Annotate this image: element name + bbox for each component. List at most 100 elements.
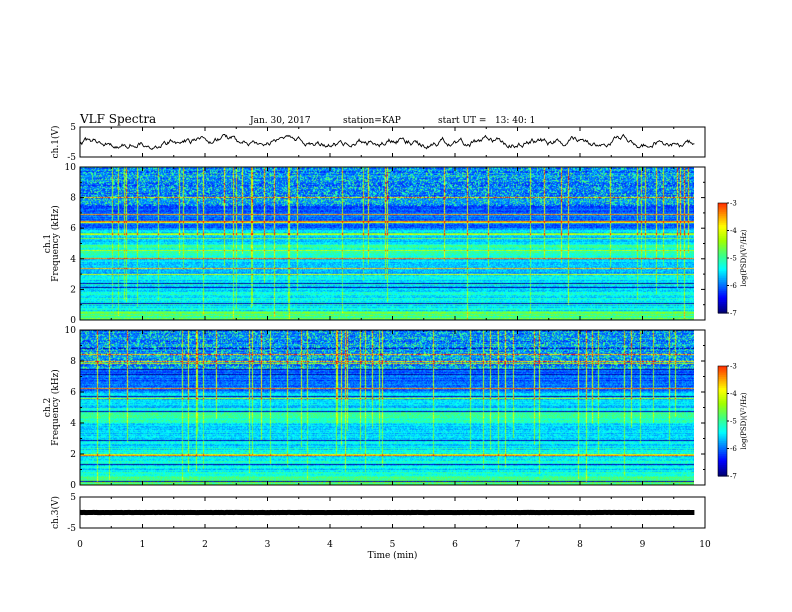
ch2-spectrogram-colorbar-cell	[718, 388, 727, 391]
ch2-spectrogram-colorbar-tick-label: -6	[730, 445, 737, 453]
ch1-spectrogram-colorbar-cell	[718, 311, 727, 314]
ch2-spectrogram-colorbar-cell	[718, 448, 727, 451]
ch2-spectrogram-colorbar-cell	[718, 466, 727, 470]
ch2-spectrogram-colorbar-cell	[718, 410, 727, 413]
x-tick-label: 8	[577, 540, 583, 550]
ch1-spectrogram-colorbar-cell	[718, 217, 727, 221]
ch1-spectrogram-colorbar-tick-label: -7	[730, 310, 737, 318]
ch2-spectrogram-colorbar-cell	[718, 380, 727, 384]
ch1-spectrogram-colorbar-cell	[718, 267, 727, 270]
ch2-spectrogram-colorbar-tick-label: -3	[730, 363, 737, 371]
ch1-spectrogram-colorbar-cell	[718, 228, 727, 232]
ch1-spectrogram-colorbar-cell	[718, 203, 727, 206]
ch2-spectrogram-colorbar-cell	[718, 397, 727, 400]
ch2-spectrogram-colorbar-cell	[718, 459, 727, 462]
ch1-spectrogram-colorbar-tick-label: -6	[730, 282, 737, 290]
ch1-voltage-ylabel: ch.1(V)	[50, 126, 61, 159]
ch1-spectrogram-colorbar-cell	[718, 263, 727, 266]
ch1-spectrogram-colorbar-cell	[718, 291, 727, 294]
ch1-spectrogram-colorbar-cell	[718, 223, 727, 226]
ch1-spectrogram-colorbar-cell	[718, 247, 727, 250]
ch1-spectrogram-colorbar-cell	[718, 250, 727, 254]
ch2-spectrogram-colorbar-cell	[718, 450, 727, 453]
ch1-spectrogram-colorbar-cell	[718, 212, 727, 215]
ch1-spectrogram-colorbar-cell	[718, 302, 727, 305]
ch2-spectrogram-colorbar-cell	[718, 430, 727, 433]
ch1-spectrogram-colorbar-cell	[718, 245, 727, 248]
ch2-spectrogram-colorbar-cell	[718, 402, 727, 406]
ch2-spectrogram-ytick-label: 6	[70, 388, 76, 398]
ch2-spectrogram-colorbar-cell	[718, 386, 727, 389]
ch1-spectrogram-colorbar-cell	[718, 270, 727, 274]
x-axis: 0 1 2 3 4 5 6 7 8 9 10 Time (min)	[77, 540, 711, 561]
ch2-spectrogram-colorbar-cell	[718, 439, 727, 442]
ch1-spectrogram-colorbar-cell	[718, 214, 727, 217]
ch1-spectrogram-colorbar-cell	[718, 309, 727, 312]
ch2-spectrogram-colorbar-cell	[718, 444, 727, 448]
ch1-spectrogram-colorbar-cell	[718, 265, 727, 268]
ch1-spectrogram-colorbar-cell	[718, 281, 727, 285]
ch1-spectrogram-colorbar-cell	[718, 225, 727, 228]
ch1-spectrogram-colorbar-cell	[718, 285, 727, 288]
ch2-spectrogram-ylabel: Frequency (kHz)	[50, 369, 61, 446]
ch2-spectrogram-colorbar-cell	[718, 382, 727, 385]
ch1-spectrogram-ytick-label: 0	[70, 316, 76, 326]
ch1-spectrogram-colorbar-cell	[718, 234, 727, 237]
ch2-spectrogram-colorbar-cell	[718, 404, 727, 407]
ch2-spectrogram-colorbar-cell	[718, 400, 727, 404]
ch3-voltage-ylabel: ch.3(V)	[50, 496, 61, 529]
ch1-spectrogram-colorbar-cell	[718, 289, 727, 292]
ch2-spectrogram-image	[80, 330, 694, 485]
ch3-voltage-ytick-label: 5	[70, 493, 76, 503]
ch1-spectrogram-colorbar-cell	[718, 204, 727, 208]
ch2-spectrogram-colorbar-cell	[718, 419, 727, 422]
ch2-spectrogram-colorbar-cell	[718, 371, 727, 374]
ch2-spectrogram-colorbar-cell	[718, 366, 727, 369]
ch1-voltage-ytick-label: 5	[70, 123, 76, 133]
x-tick-label: 9	[640, 540, 646, 550]
ch1-spectrogram-image	[80, 167, 694, 320]
ch2-spectrogram-colorbar-cell	[718, 424, 727, 428]
ch1-spectrogram-colorbar-cell	[718, 269, 727, 272]
ch1-spectrogram-colorbar-cell	[718, 252, 727, 255]
ch1-spectrogram-colorbar-cell	[718, 243, 727, 246]
ch2-spectrogram-colorbar-cell	[718, 474, 727, 477]
ch2-spectrogram-colorbar-tick-label: -7	[730, 473, 737, 481]
ch1-spectrogram-colorbar-cell	[718, 230, 727, 233]
ch1-spectrogram-colorbar-cell	[718, 307, 727, 310]
ch1-voltage-ytick-label: -5	[67, 153, 76, 163]
ch2-spectrogram-colorbar-cell	[718, 461, 727, 464]
ch2-spectrogram-ytick-label: 8	[70, 357, 76, 367]
ch1-voltage-panel	[79, 133, 695, 151]
ch1-spectrogram-ytick-label: 10	[65, 163, 77, 173]
ch2-spectrogram-colorbar-cell	[718, 399, 727, 402]
ch2-spectrogram-colorbar-tick-label: -5	[730, 418, 737, 426]
ch2-spectrogram-colorbar-cell	[718, 395, 727, 398]
ch2-spectrogram-colorbar-cell	[718, 441, 727, 444]
ch2-spectrogram-colorbar-cell	[718, 454, 727, 457]
ch1-spectrogram-colorbar-cell	[718, 272, 727, 276]
ch1-spectrogram-colorbar-cell	[718, 254, 727, 257]
ch1-spectrogram-colorbar-cell	[718, 239, 727, 243]
ch2-spectrogram-colorbar-cell	[718, 393, 727, 396]
x-tick-label: 0	[77, 540, 83, 550]
header-start-time: start UT = 13: 40: 1	[438, 116, 535, 126]
ch2-spectrogram-colorbar-cell	[718, 391, 727, 395]
ch1-spectrogram-colorbar-tick-label: -5	[730, 255, 737, 263]
ch1-spectrogram-colorbar-cell	[718, 256, 727, 259]
ch3-voltage-ytick-label: -5	[67, 524, 76, 534]
figure-title: VLF Spectra	[79, 112, 156, 126]
ch1-spectrogram-colorbar-cell	[718, 294, 727, 298]
ch2-spectrogram-colorbar-cell	[718, 465, 727, 468]
ch1-voltage-trace	[79, 133, 695, 151]
ch2-spectrogram-colorbar-cell	[718, 472, 727, 475]
ch2-spectrogram-colorbar-cell	[718, 435, 727, 439]
ch1-spectrogram-colorbar-cell	[718, 219, 727, 222]
ch2-spectrogram-colorbar-cell	[718, 470, 727, 473]
ch1-spectrogram-colorbar-cell	[718, 274, 727, 277]
ch1-spectrogram-colorbar-cell	[718, 258, 727, 261]
ch2-spectrogram-colorbar-tick-label: -4	[730, 390, 737, 398]
ch1-spectrogram-colorbar-cell	[718, 248, 727, 252]
ch1-spectrogram-colorbar-cell	[718, 287, 727, 290]
